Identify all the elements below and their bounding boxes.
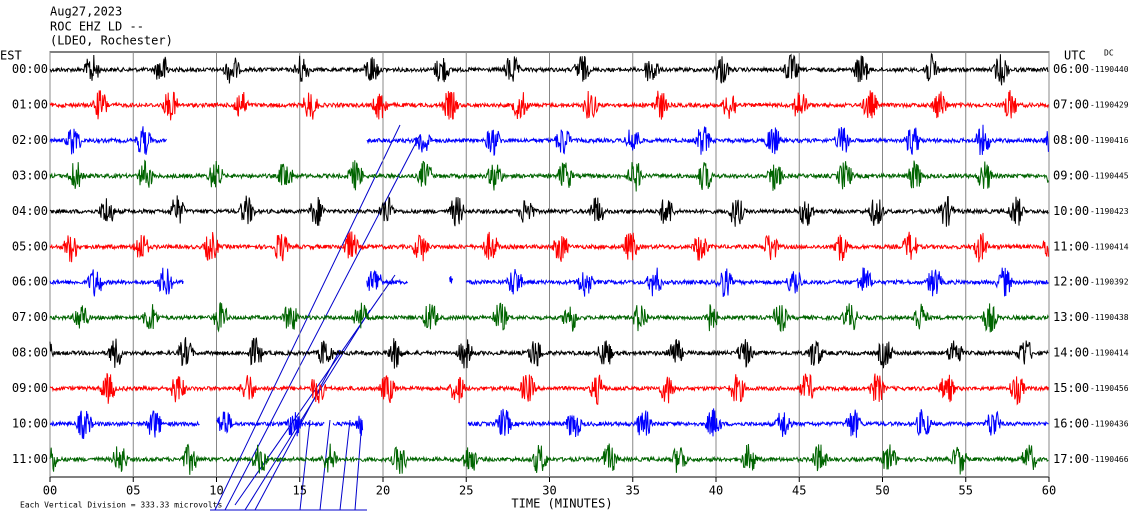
dc-label: -1190436 [1090,419,1129,428]
dc-label: -1190423 [1090,207,1129,216]
est-label: 10:00 [12,416,48,430]
dc-label: -1190456 [1090,384,1129,393]
utc-label: 07:00 [1053,98,1089,112]
dc-label: -1190429 [1090,101,1129,110]
dc-label: -1190416 [1090,136,1129,145]
est-label: 03:00 [12,168,48,182]
x-tick-label: 50 [875,484,889,498]
est-label: 08:00 [12,346,48,360]
x-tick-label: 05 [126,484,140,498]
x-tick-label: 55 [959,484,973,498]
x-tick-label: 10 [209,484,223,498]
x-tick-label: 15 [293,484,307,498]
left-axis-label: EST [0,49,22,63]
est-label: 04:00 [12,204,48,218]
trace [49,52,1049,86]
utc-label: 06:00 [1053,62,1089,76]
trace [49,302,1049,333]
est-label: 01:00 [12,98,48,112]
x-tick-label: 45 [792,484,806,498]
trace [49,373,1049,406]
utc-label: 15:00 [1053,381,1089,395]
title-line: ROC EHZ LD -- [50,20,144,34]
dc-label: -1190392 [1090,278,1129,287]
utc-label: 16:00 [1053,416,1089,430]
utc-label: 09:00 [1053,168,1089,182]
est-label: 02:00 [12,133,48,147]
trace [49,443,1049,475]
x-tick-label: 40 [709,484,723,498]
est-label: 11:00 [12,452,48,466]
dc-label: -1190466 [1090,455,1129,464]
trace [49,124,1049,156]
scale-note: Each Vertical Division = 333.33 microvol… [20,501,222,510]
x-tick-label: 35 [626,484,640,498]
dc-label: -1190445 [1090,171,1129,180]
est-label: 05:00 [12,239,48,253]
dc-label: -1190414 [1090,349,1129,358]
utc-label: 14:00 [1053,346,1089,360]
est-label: 00:00 [12,62,48,76]
utc-label: 13:00 [1053,310,1089,324]
dc-label: -1190438 [1090,313,1129,322]
utc-label: 08:00 [1053,133,1089,147]
x-axis-label: TIME (MINUTES) [511,497,612,511]
trace [49,267,1049,297]
x-tick-label: 25 [459,484,473,498]
est-label: 06:00 [12,275,48,289]
utc-label: 10:00 [1053,204,1089,218]
x-tick-label: 00 [43,484,57,498]
dc-label: -1190440 [1090,65,1129,74]
utc-label: 12:00 [1053,275,1089,289]
right-axis-label: UTC [1064,49,1086,63]
trace [49,337,1049,369]
utc-label: 11:00 [1053,239,1089,253]
est-label: 07:00 [12,310,48,324]
x-tick-label: 20 [376,484,390,498]
trace [49,195,1049,227]
est-label: 09:00 [12,381,48,395]
title-line: Aug27,2023 [50,5,122,19]
title-line: (LDEO, Rochester) [50,34,173,48]
x-tick-label: 60 [1042,484,1056,498]
trace [49,231,1049,263]
trace [49,90,1049,121]
dc-label: -1190414 [1090,242,1129,251]
x-tick-label: 30 [542,484,556,498]
utc-label: 17:00 [1053,452,1089,466]
trace [49,159,1049,192]
trace [49,408,1049,440]
right-axis-note: DC [1104,49,1114,58]
